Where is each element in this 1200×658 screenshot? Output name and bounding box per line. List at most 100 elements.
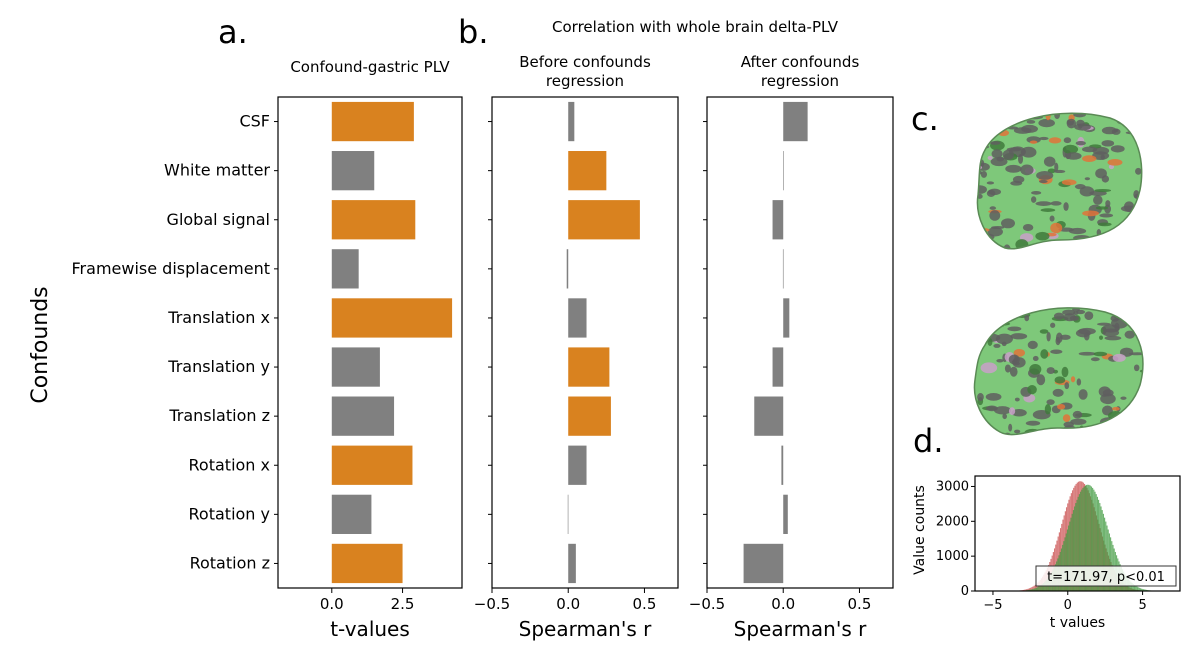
brain-patch — [1065, 152, 1082, 160]
brain-patch — [993, 343, 1001, 348]
hist-bin — [1075, 503, 1077, 591]
brain-patch — [1053, 312, 1065, 320]
hist-bin — [1144, 589, 1146, 591]
category-label-framewise-displacement: Framewise displacement — [72, 259, 270, 278]
hist-bin — [1098, 499, 1100, 591]
brain-patch — [1138, 118, 1142, 126]
hist-bin — [1064, 537, 1066, 591]
brain-patch — [1050, 222, 1063, 234]
x-tick-label: 0.5 — [633, 595, 657, 613]
brain-render-medial — [974, 296, 1147, 442]
brain-patch — [1002, 413, 1007, 420]
hist-bin — [1034, 588, 1036, 591]
hist-bin — [1082, 487, 1084, 591]
chart-b2-frame — [706, 96, 894, 589]
brain-patch — [974, 415, 982, 425]
brain-patch — [1085, 107, 1101, 110]
brain-patch — [1014, 429, 1021, 434]
brain-patch — [981, 246, 994, 249]
brain-patch — [1016, 247, 1027, 249]
hist-bin — [1142, 589, 1144, 591]
brain-patch — [1063, 202, 1069, 211]
category-label-translation-x: Translation x — [167, 308, 270, 327]
hist-bin — [1107, 529, 1109, 591]
brain-patch — [1142, 337, 1143, 343]
brain-patch — [1104, 335, 1122, 341]
brain-patch — [1138, 318, 1143, 325]
bar-rotation-z — [331, 543, 403, 584]
brain-patch — [977, 243, 993, 248]
brain-patch — [1139, 394, 1143, 402]
hist-frame — [974, 475, 1181, 592]
brain-patch — [1008, 407, 1016, 416]
brain-patch — [1039, 297, 1051, 307]
brain-patch — [1124, 330, 1135, 339]
hist-bin — [1042, 583, 1045, 591]
x-tick-label: −0.5 — [689, 595, 725, 613]
brain-patch — [973, 105, 980, 110]
brain-patch — [1054, 376, 1066, 384]
brain-patch — [986, 181, 995, 185]
brain-patch — [980, 296, 988, 305]
brain-patch — [996, 100, 1012, 111]
brain-patch — [980, 307, 996, 314]
brain-patch — [1082, 155, 1097, 162]
hist-xlabel: t values — [1050, 615, 1105, 631]
brain-patch — [1062, 425, 1077, 435]
brain-patch — [1057, 403, 1066, 410]
hist-bin — [1039, 585, 1041, 591]
bar-rotation-y — [567, 494, 569, 534]
hist-bin — [1078, 494, 1081, 591]
panel-b-title: Correlation with whole brain delta-PLV — [552, 18, 839, 36]
brain-patch — [974, 307, 978, 309]
brain-patch — [1075, 140, 1086, 146]
brain-patch — [989, 206, 997, 210]
x-tick-label: 2.5 — [391, 595, 415, 613]
bar-rotation-x — [568, 445, 587, 485]
chart-a-xlabel: t-values — [330, 617, 410, 641]
brain-patch — [1133, 215, 1140, 222]
hist-bin — [1025, 589, 1027, 591]
hist-bin — [1038, 586, 1040, 591]
brain-patch — [1107, 159, 1123, 166]
hist-bin — [1036, 587, 1039, 591]
hist-bin — [1101, 510, 1103, 591]
brain-patch — [1130, 296, 1147, 304]
hist-bin — [1086, 484, 1088, 591]
brain-patch — [1035, 201, 1052, 206]
brain-patch — [988, 188, 1002, 196]
brain-patch — [1129, 320, 1143, 329]
brain-patch — [1087, 435, 1095, 442]
brain-patch — [991, 149, 1003, 159]
chart-b1-title-line: regression — [546, 72, 624, 90]
brain-patch — [1097, 426, 1112, 430]
brain-patch — [1004, 364, 1011, 373]
brain-patch — [1100, 154, 1105, 160]
hist-bin — [1074, 506, 1076, 591]
hist-y-tick-label: 1000 — [936, 549, 969, 564]
brain-patch — [976, 421, 983, 426]
brain-patch — [1073, 113, 1087, 118]
brain-patch — [994, 435, 1005, 441]
brain-patch — [1047, 104, 1060, 108]
brain-patch — [1061, 366, 1069, 378]
brain-patch — [1138, 102, 1148, 112]
brain-patch — [1002, 149, 1014, 160]
hist-bin — [1088, 484, 1090, 591]
hist-bin — [1106, 525, 1108, 591]
brain-patch — [1004, 117, 1022, 123]
brain-patch — [1127, 308, 1143, 315]
brain-patch — [981, 434, 998, 435]
brain-patch — [1007, 326, 1022, 332]
hist-x-tick-label: 5 — [1138, 598, 1146, 613]
brain-patch — [1132, 129, 1142, 138]
brain-patch — [1072, 410, 1083, 419]
brain-patch — [1101, 175, 1110, 183]
bar-global-signal — [331, 200, 416, 240]
bar-global-signal — [772, 200, 784, 240]
brain-patch — [977, 393, 984, 402]
hist-bin — [1100, 506, 1102, 591]
hist-bin — [1084, 485, 1087, 591]
brain-patch — [1008, 354, 1020, 365]
